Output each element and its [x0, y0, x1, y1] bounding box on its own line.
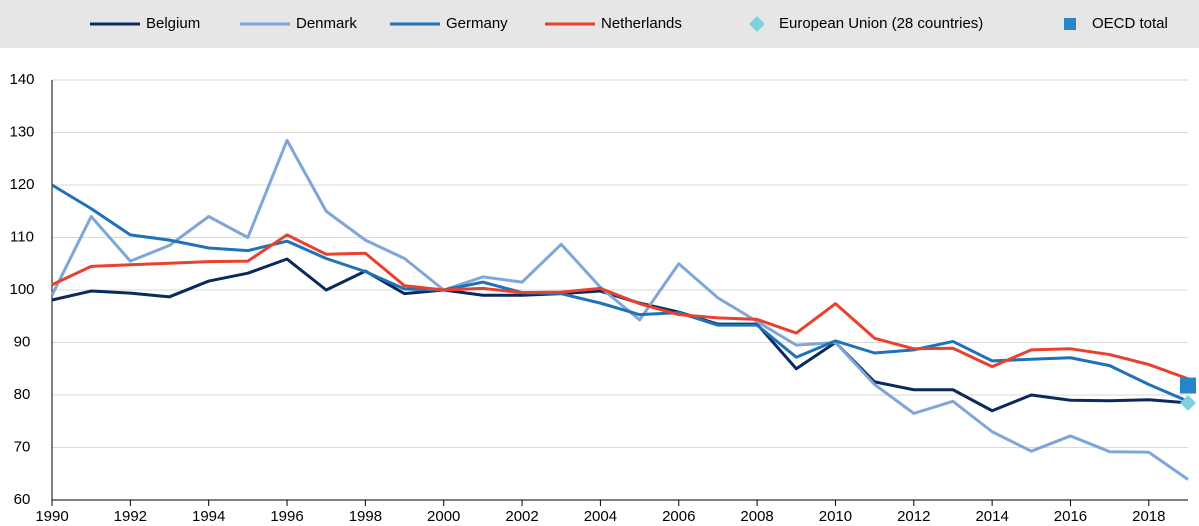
x-tick-label: 2000 — [427, 508, 460, 525]
point-marker — [1180, 377, 1196, 394]
x-tick-label: 2002 — [505, 508, 538, 525]
point-marker — [1180, 394, 1196, 411]
y-tick-label: 110 — [10, 228, 34, 245]
x-tick-label: 2014 — [975, 508, 1008, 525]
series-line — [51, 257, 1189, 413]
legend-label: OECD total — [1092, 15, 1168, 32]
x-tick-label: 1994 — [192, 508, 225, 525]
legend-swatch — [749, 16, 765, 32]
y-tick-label: 60 — [14, 491, 31, 508]
x-tick-label: 2018 — [1132, 508, 1165, 525]
legend-label: Netherlands — [601, 15, 682, 32]
x-tick-label: 2010 — [819, 508, 852, 525]
legend-swatch — [1064, 18, 1076, 30]
legend-label: European Union (28 countries) — [779, 15, 983, 32]
y-tick-label: 120 — [9, 176, 34, 193]
y-tick-label: 140 — [9, 71, 34, 88]
series-line — [50, 138, 1189, 481]
legend-label: Denmark — [296, 15, 357, 32]
x-tick-label: 1996 — [270, 508, 303, 525]
legend-label: Belgium — [146, 15, 200, 32]
y-tick-label: 70 — [14, 438, 31, 455]
y-tick-label: 80 — [14, 386, 31, 403]
x-tick-label: 1990 — [35, 508, 68, 525]
series-line — [51, 183, 1189, 403]
legend-background — [0, 0, 1199, 48]
x-tick-label: 1998 — [349, 508, 382, 525]
y-tick-label: 100 — [9, 281, 34, 298]
x-tick-label: 2004 — [584, 508, 617, 525]
x-tick-label: 1992 — [114, 508, 147, 525]
x-tick-label: 2012 — [897, 508, 930, 525]
x-tick-label: 2016 — [1054, 508, 1087, 525]
series-line — [51, 233, 1189, 381]
x-tick-label: 2006 — [662, 508, 695, 525]
y-tick-label: 130 — [9, 123, 34, 140]
y-tick-label: 90 — [14, 333, 31, 350]
legend-label: Germany — [446, 15, 508, 32]
x-tick-label: 2008 — [740, 508, 773, 525]
